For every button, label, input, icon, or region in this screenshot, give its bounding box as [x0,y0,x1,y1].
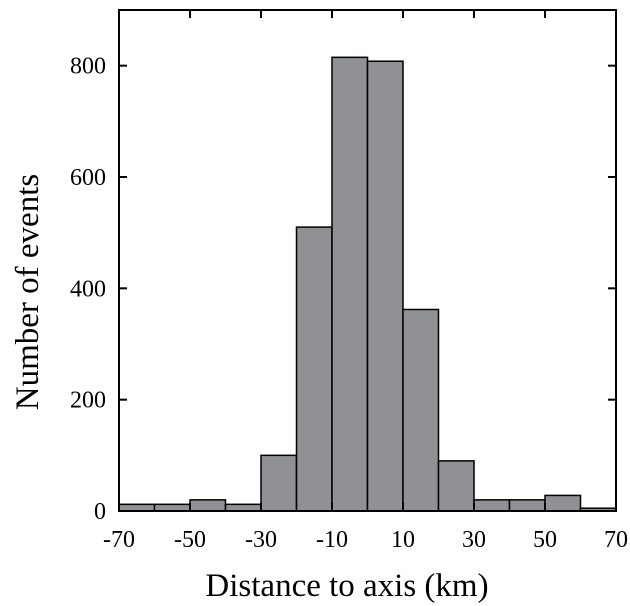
bars-group [118,56,617,512]
x-tick-label: 70 [604,527,628,553]
bar-7 [366,60,404,512]
x-tick-label: -10 [316,527,348,553]
x-tick-label: -30 [245,527,277,553]
y-tick-label: 400 [70,276,106,302]
bar-12 [544,494,582,512]
bar-11 [508,499,546,512]
bar-0 [118,503,156,512]
y-tick-label: 800 [70,54,106,80]
x-tick-label: -70 [103,527,135,553]
bar-6 [331,56,369,512]
bar-9 [437,460,475,512]
bar-10 [473,499,511,512]
bar-1 [153,503,191,512]
y-axis: 0 200 400 600 800 [70,54,616,525]
bar-8 [402,308,440,512]
bar-4 [260,454,298,512]
x-tick-label: -50 [174,527,206,553]
x-tick-label: 50 [533,527,557,553]
y-tick-label: 600 [70,165,106,191]
y-tick-label: 200 [70,388,106,414]
y-tick-label: 0 [94,499,106,525]
x-tick-label: 10 [391,527,415,553]
x-tick-label: 30 [462,527,486,553]
x-axis-title: Distance to axis (km) [205,568,488,604]
plot-frame [118,9,617,512]
x-axis: -70 -50 -30 -10 10 30 50 70 [103,10,628,553]
y-axis-title: Number of events [10,174,46,410]
bar-2 [189,499,227,512]
bar-3 [224,503,262,512]
bar-5 [295,226,333,512]
